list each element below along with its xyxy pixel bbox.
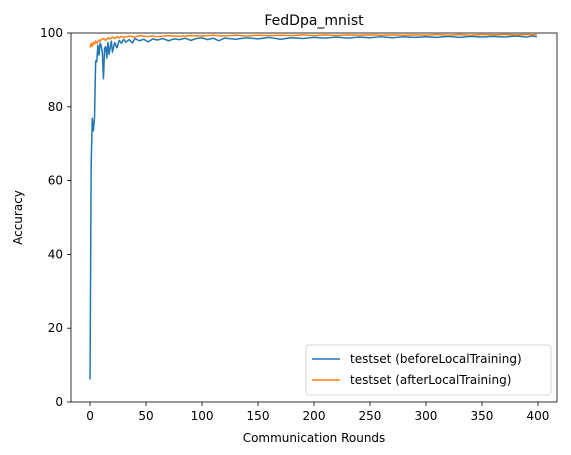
x-tick-label: 150 [247,409,270,423]
x-tick-label: 100 [191,409,214,423]
chart-title: FedDpa_mnist [264,13,364,29]
legend-label-2: testset (afterLocalTraining) [350,373,511,387]
x-tick-label: 250 [359,409,382,423]
series-line-2 [89,33,537,48]
x-tick-label: 300 [415,409,438,423]
y-axis: 0 20 40 60 80 100 [40,26,71,409]
x-axis-label: Communication Rounds [243,431,386,445]
x-tick-label: 350 [471,409,494,423]
legend-box [305,344,552,396]
x-tick-label: 0 [86,409,94,423]
x-tick-label: 400 [527,409,550,423]
x-tick-label: 200 [303,409,326,423]
series-line-1 [89,35,537,380]
y-tick-label: 40 [48,247,63,261]
legend-label-1: testset (beforeLocalTraining) [350,352,522,366]
y-tick-label: 60 [48,174,63,188]
x-tick-label: 50 [138,409,153,423]
y-tick-label: 0 [55,395,63,409]
y-axis-label: Accuracy [11,190,25,245]
y-tick-label: 20 [48,321,63,335]
y-tick-label: 100 [40,26,63,40]
y-tick-label: 80 [48,100,63,114]
legend: testset (beforeLocalTraining) testset (af… [305,344,552,396]
x-axis: 0 50 100 150 200 250 300 350 400 [86,402,549,423]
